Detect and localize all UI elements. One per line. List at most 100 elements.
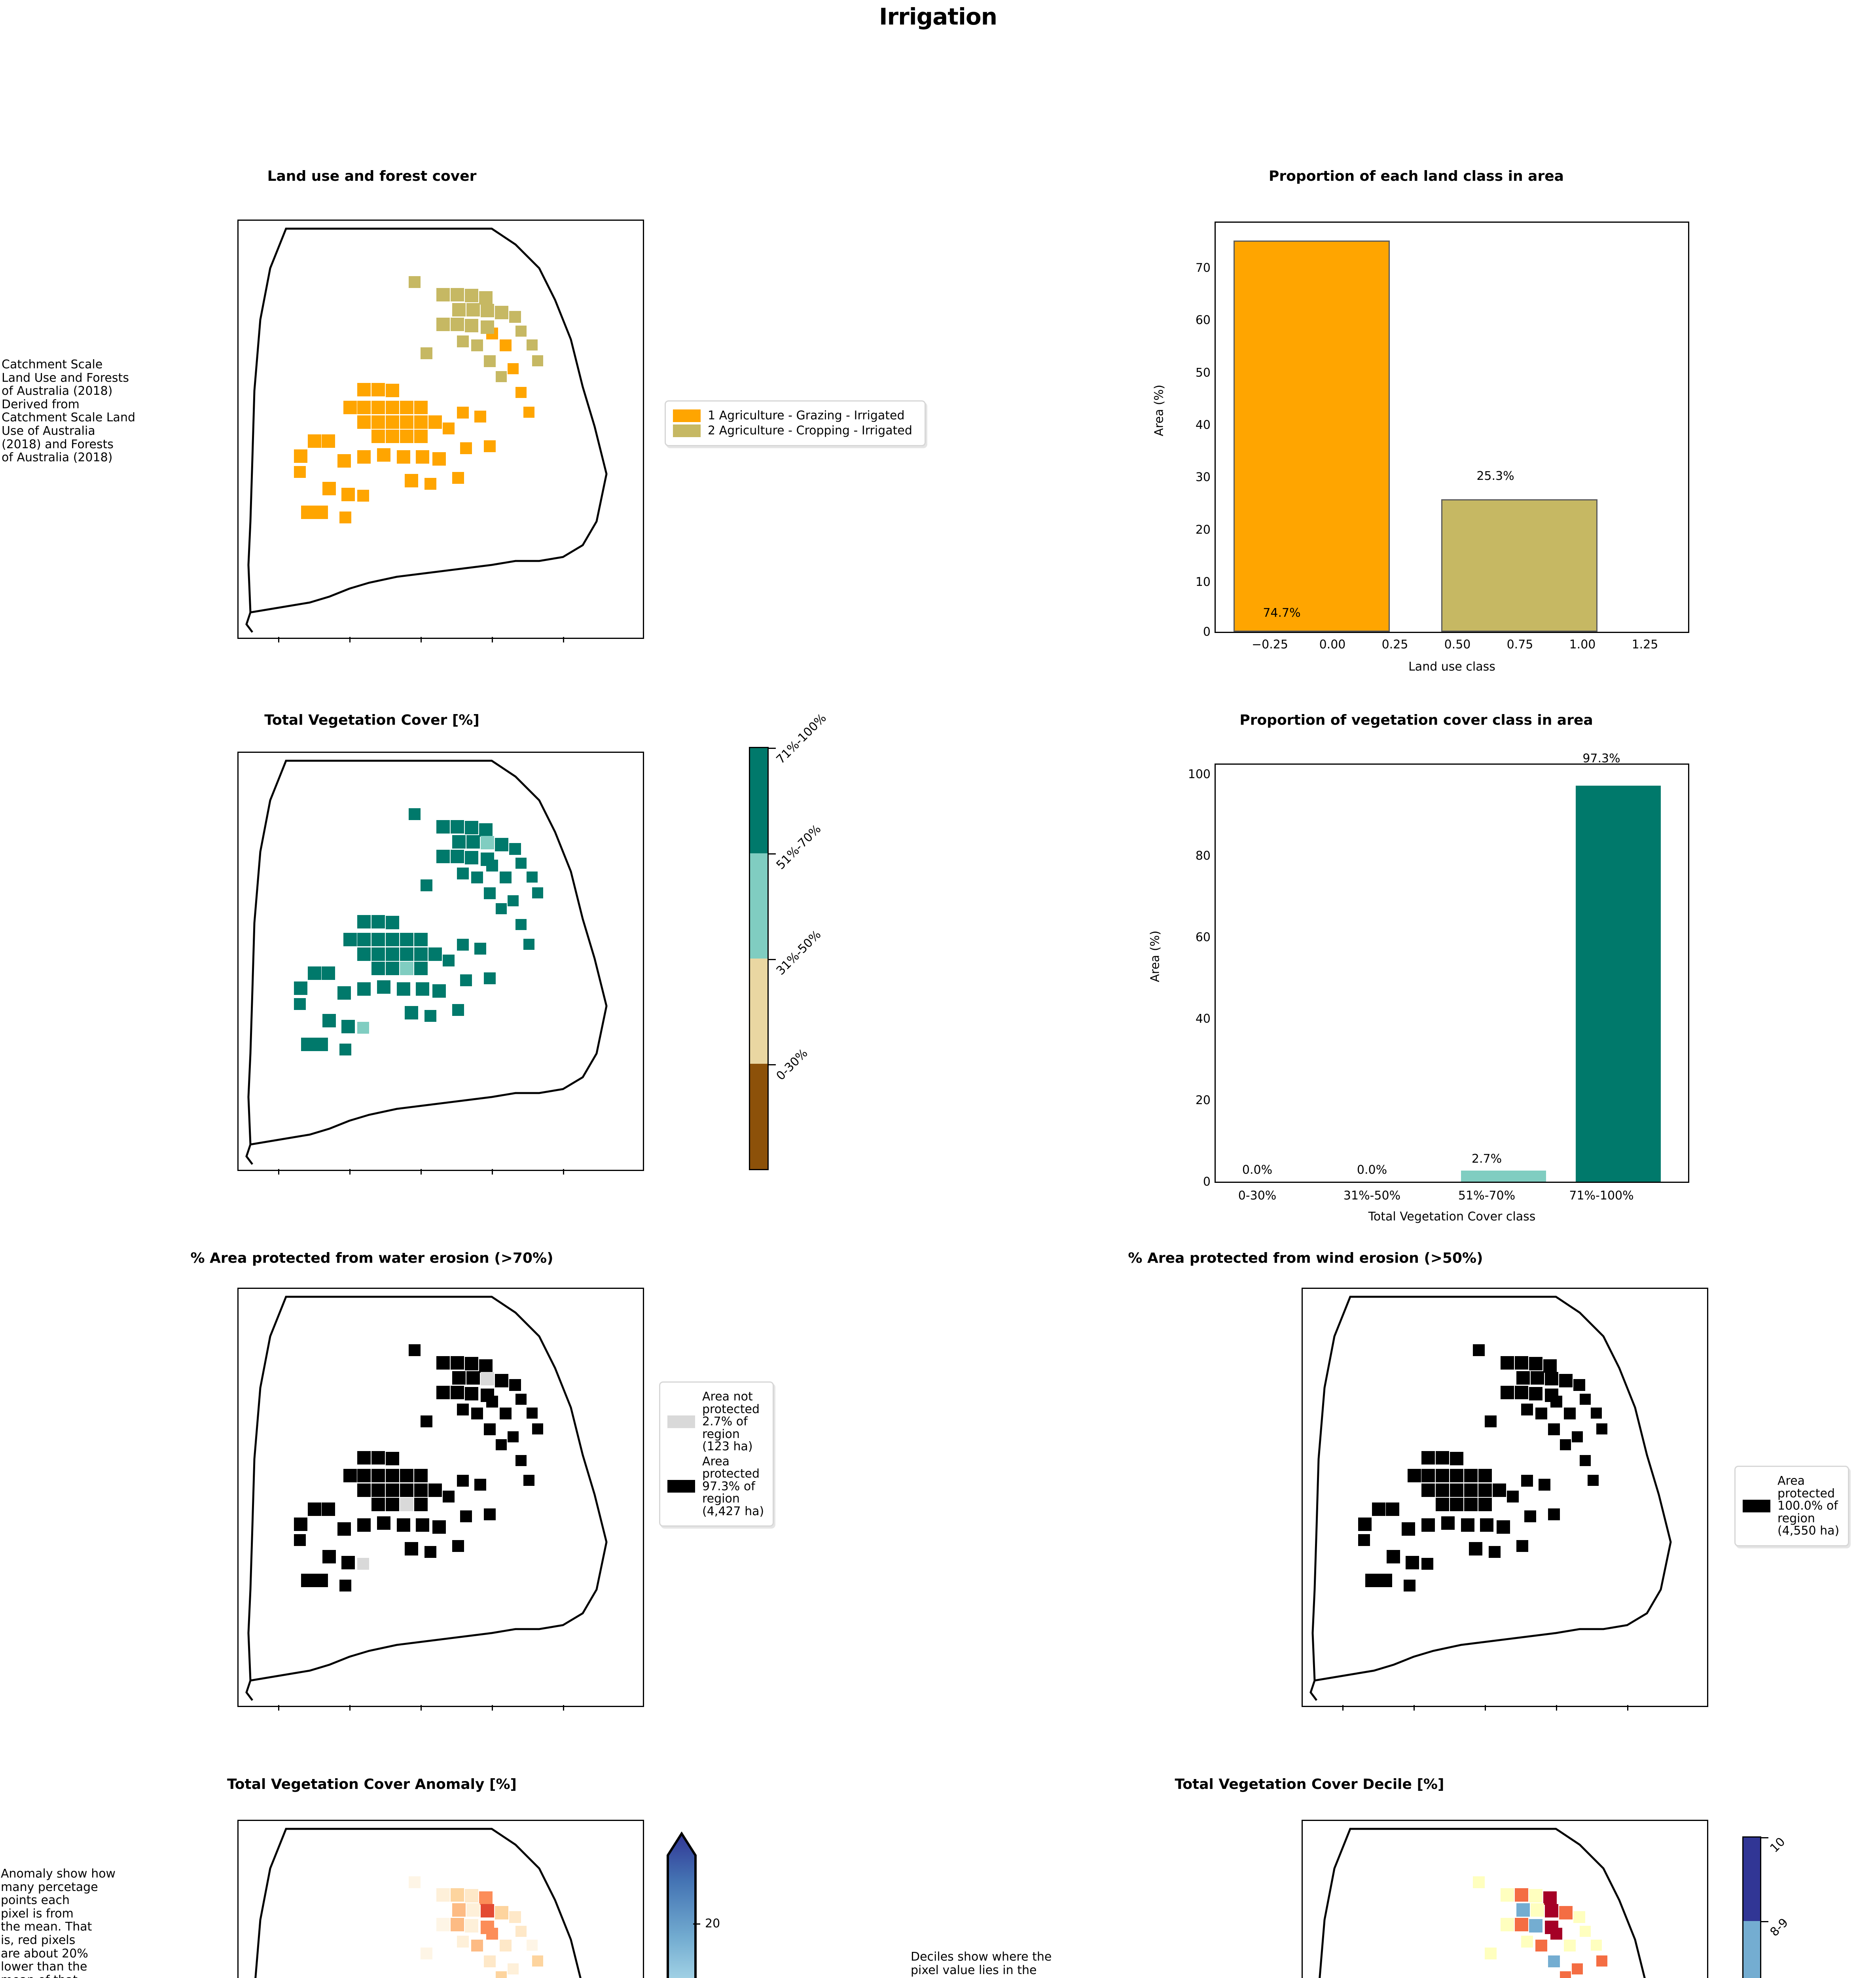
ytick-50: 50 bbox=[1195, 366, 1211, 380]
colorbar-tick bbox=[769, 959, 776, 960]
ytick-40: 40 bbox=[1195, 1012, 1211, 1026]
anomaly-explainer-note: Anomaly show how many percetage points e… bbox=[1, 1867, 116, 1978]
bar-label-veg-class-1: 0.0% bbox=[1357, 1163, 1387, 1177]
veg-class-chart-plot[interactable] bbox=[1215, 764, 1689, 1183]
page-title: Irrigation bbox=[879, 3, 997, 30]
bar-label-veg-class-0: 0.0% bbox=[1242, 1163, 1273, 1177]
legend-swatch-protected bbox=[1743, 1499, 1770, 1512]
veg-cover-map[interactable] bbox=[237, 752, 644, 1175]
ytick-20: 20 bbox=[1195, 523, 1211, 537]
legend-item: Area protected 97.3% of region (4,427 ha… bbox=[667, 1455, 766, 1518]
ytick-40: 40 bbox=[1195, 418, 1211, 432]
ytick-60: 60 bbox=[1195, 930, 1211, 944]
land-class-chart-ylabel: Area (%) bbox=[1152, 385, 1166, 436]
land-class-chart-title: Proportion of each land class in area bbox=[1269, 168, 1564, 184]
map-tick bbox=[563, 637, 564, 642]
ytick-0: 0 bbox=[1203, 1175, 1211, 1189]
legend-label-grazing: 1 Agriculture - Grazing - Irrigated bbox=[708, 409, 905, 423]
bar-land-class-0[interactable] bbox=[1234, 241, 1390, 632]
wind-erosion-map-title: % Area protected from wind erosion (>50%… bbox=[1128, 1250, 1483, 1266]
bar-label-land-class-1: 25.3% bbox=[1476, 469, 1514, 483]
map-tick bbox=[563, 1705, 564, 1711]
legend-item: 2 Agriculture - Cropping - Irrigated bbox=[673, 424, 917, 437]
veg-cover-colorbar bbox=[749, 747, 769, 1170]
colorbar-label-51-70: 51%-70% bbox=[773, 822, 824, 872]
wind-erosion-map[interactable] bbox=[1302, 1288, 1708, 1711]
anomaly-colorbar bbox=[665, 1832, 697, 1978]
ytick-20: 20 bbox=[1195, 1093, 1211, 1107]
ytick-0: 0 bbox=[1203, 625, 1211, 639]
ytick-70: 70 bbox=[1195, 261, 1211, 275]
map-tick bbox=[492, 1169, 493, 1175]
anomaly-map[interactable] bbox=[237, 1820, 644, 1978]
legend-item: Area not protected 2.7% of region (123 h… bbox=[667, 1391, 766, 1453]
map-tick bbox=[1485, 1705, 1486, 1711]
colorbar-tick bbox=[693, 1923, 700, 1925]
map-tick bbox=[563, 1169, 564, 1175]
bar-veg-class-3[interactable] bbox=[1576, 786, 1661, 1182]
land-use-map[interactable] bbox=[237, 220, 644, 642]
legend-swatch-grazing bbox=[673, 409, 701, 422]
water-erosion-map-title: % Area protected from water erosion (>70… bbox=[190, 1250, 553, 1266]
colorbar-tick bbox=[769, 748, 776, 749]
colorbar-tick bbox=[1761, 1837, 1768, 1838]
ytick-60: 60 bbox=[1195, 313, 1211, 327]
bar-label-land-class-0: 74.7% bbox=[1263, 606, 1301, 620]
colorbar-tick bbox=[1761, 1921, 1768, 1922]
colorbar-label-0-30: 0-30% bbox=[773, 1046, 811, 1083]
map-tick bbox=[1414, 1705, 1415, 1711]
map-tick bbox=[1627, 1705, 1628, 1711]
land-use-legend: 1 Agriculture - Grazing - Irrigated 2 Ag… bbox=[665, 400, 926, 446]
decile-colorbar bbox=[1742, 1836, 1761, 1978]
bar-land-class-1[interactable] bbox=[1441, 499, 1597, 632]
colorbar-tick bbox=[769, 1064, 776, 1065]
map-tick bbox=[421, 637, 422, 642]
wind-erosion-legend: Area protected 100.0% of region (4,550 h… bbox=[1734, 1466, 1849, 1546]
map-tick bbox=[1556, 1705, 1557, 1711]
xtick-0: −0.25 bbox=[1252, 638, 1288, 652]
veg-cover-map-title: Total Vegetation Cover [%] bbox=[264, 712, 479, 728]
map-tick bbox=[349, 637, 351, 642]
legend-label-protected: Area protected 100.0% of region (4,550 h… bbox=[1777, 1474, 1840, 1538]
decile-map[interactable] bbox=[1302, 1820, 1708, 1978]
water-erosion-legend: Area not protected 2.7% of region (123 h… bbox=[659, 1381, 774, 1527]
land-class-chart-plot[interactable] bbox=[1215, 222, 1689, 633]
land-use-map-title: Land use and forest cover bbox=[267, 168, 477, 184]
map-tick bbox=[278, 1169, 279, 1175]
legend-label-protected: Area protected 97.3% of region (4,427 ha… bbox=[702, 1454, 764, 1518]
bar-veg-class-2[interactable] bbox=[1461, 1171, 1546, 1182]
legend-swatch-cropping bbox=[673, 424, 701, 437]
colorbar-tick bbox=[769, 853, 776, 854]
map-tick bbox=[278, 1705, 279, 1711]
map-tick bbox=[349, 1169, 351, 1175]
xtick-2: 0.25 bbox=[1381, 638, 1408, 652]
veg-class-chart-ylabel: Area (%) bbox=[1148, 930, 1162, 982]
map-tick bbox=[278, 637, 279, 642]
anomaly-colorbar-tick-20: 20 bbox=[705, 1917, 720, 1931]
xtick-veg-3: 71%-100% bbox=[1569, 1189, 1634, 1203]
map-tick bbox=[349, 1705, 351, 1711]
xtick-6: 1.25 bbox=[1632, 638, 1658, 652]
xtick-3: 0.50 bbox=[1444, 638, 1471, 652]
ytick-30: 30 bbox=[1195, 470, 1211, 484]
legend-label-not-protected: Area not protected 2.7% of region (123 h… bbox=[702, 1390, 760, 1453]
water-erosion-map[interactable] bbox=[237, 1288, 644, 1711]
bar-label-veg-class-3: 97.3% bbox=[1582, 752, 1620, 765]
bar-label-veg-class-2: 2.7% bbox=[1471, 1152, 1502, 1166]
decile-map-title: Total Vegetation Cover Decile [%] bbox=[1175, 1776, 1444, 1792]
legend-item: 1 Agriculture - Grazing - Irrigated bbox=[673, 409, 917, 422]
ytick-80: 80 bbox=[1195, 849, 1211, 863]
decile-colorbar-label-8-9: 8-9 bbox=[1767, 1915, 1791, 1939]
xtick-veg-1: 31%-50% bbox=[1343, 1189, 1401, 1203]
land-use-source-note: Catchment Scale Land Use and Forests of … bbox=[2, 358, 135, 465]
decile-colorbar-label-10: 10 bbox=[1767, 1835, 1788, 1855]
ytick-100: 100 bbox=[1188, 767, 1211, 781]
xtick-veg-2: 51%-70% bbox=[1458, 1189, 1516, 1203]
legend-swatch-not-protected bbox=[667, 1415, 695, 1428]
veg-class-chart-xlabel: Total Vegetation Cover class bbox=[1368, 1210, 1536, 1224]
legend-item: Area protected 100.0% of region (4,550 h… bbox=[1743, 1475, 1841, 1537]
map-tick bbox=[492, 1705, 493, 1711]
ytick-10: 10 bbox=[1195, 575, 1211, 589]
veg-class-chart-title: Proportion of vegetation cover class in … bbox=[1239, 712, 1593, 728]
xtick-5: 1.00 bbox=[1569, 638, 1596, 652]
